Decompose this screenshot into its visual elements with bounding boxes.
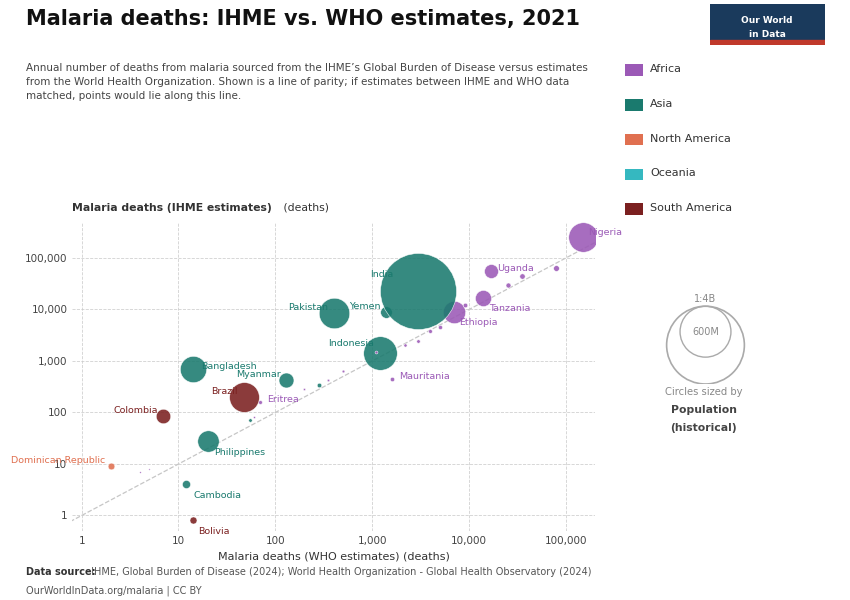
Point	[370, 347, 383, 357]
Point	[243, 416, 257, 425]
Text: IHME, Global Burden of Disease (2024); World Health Organization - Global Health: IHME, Global Burden of Disease (2024); W…	[88, 567, 591, 577]
Point	[280, 376, 293, 385]
Text: Dominican Republic: Dominican Republic	[11, 456, 105, 465]
Text: Mauritania: Mauritania	[399, 371, 450, 380]
Point	[104, 461, 117, 471]
Point	[476, 293, 490, 302]
Text: (historical): (historical)	[671, 423, 737, 433]
Point	[179, 479, 193, 489]
Point	[156, 412, 170, 421]
Point	[501, 280, 514, 290]
Point	[576, 232, 590, 241]
Text: North America: North America	[650, 134, 731, 143]
Text: Indonesia: Indonesia	[328, 339, 374, 348]
Text: Nigeria: Nigeria	[588, 228, 622, 237]
Text: Population: Population	[671, 405, 737, 415]
Point	[337, 366, 350, 376]
Text: Oceania: Oceania	[650, 169, 696, 178]
Text: Brazil: Brazil	[212, 387, 238, 396]
Text: Bolivia: Bolivia	[198, 527, 230, 536]
Text: Pakistan: Pakistan	[288, 303, 328, 312]
Point	[458, 301, 472, 310]
Point	[247, 413, 261, 422]
Text: 1:4B: 1:4B	[694, 293, 717, 304]
Point	[298, 385, 311, 394]
Text: Philippines: Philippines	[214, 448, 266, 457]
Point	[201, 436, 214, 446]
Point	[484, 266, 498, 276]
X-axis label: Malaria deaths (WHO estimates) (deaths): Malaria deaths (WHO estimates) (deaths)	[218, 551, 450, 562]
Point	[423, 326, 437, 336]
Text: India: India	[370, 270, 393, 279]
Point	[321, 376, 335, 385]
Text: Asia: Asia	[650, 99, 673, 109]
Point	[411, 286, 425, 296]
Text: Bangladesh: Bangladesh	[201, 362, 257, 371]
Text: Data source:: Data source:	[26, 567, 95, 577]
Text: Colombia: Colombia	[113, 406, 158, 415]
Point	[133, 467, 147, 477]
Text: Eritrea: Eritrea	[267, 395, 299, 404]
Point	[237, 392, 251, 402]
Text: OurWorldInData.org/malaria | CC BY: OurWorldInData.org/malaria | CC BY	[26, 585, 201, 595]
Point	[143, 464, 156, 474]
Bar	[710, 40, 824, 45]
Text: Circles sized by: Circles sized by	[665, 387, 743, 397]
Point	[411, 336, 425, 346]
Text: Honduras: Honduras	[0, 599, 1, 600]
Text: Uganda: Uganda	[497, 264, 534, 273]
Text: Malaria deaths: IHME vs. WHO estimates, 2021: Malaria deaths: IHME vs. WHO estimates, …	[26, 9, 580, 29]
Text: Yemen: Yemen	[349, 302, 381, 311]
Point	[373, 349, 387, 358]
Text: 600M: 600M	[692, 326, 719, 337]
Text: in Data: in Data	[749, 30, 785, 39]
Point	[433, 323, 446, 332]
Point	[385, 374, 399, 383]
Text: Tanzania: Tanzania	[489, 304, 530, 313]
Text: South America: South America	[650, 203, 733, 213]
Text: Malaria deaths (IHME estimates): Malaria deaths (IHME estimates)	[72, 203, 272, 213]
Text: Annual number of deaths from malaria sourced from the IHME’s Global Burden of Di: Annual number of deaths from malaria sou…	[26, 63, 587, 101]
Text: Our World: Our World	[741, 16, 793, 25]
Point	[186, 364, 200, 374]
Text: (deaths): (deaths)	[280, 203, 330, 213]
Text: Myanmar: Myanmar	[236, 370, 280, 379]
Point	[186, 515, 200, 525]
Text: Ethiopia: Ethiopia	[460, 319, 498, 328]
Point	[550, 263, 564, 272]
Text: Africa: Africa	[650, 64, 683, 74]
Point	[113, 538, 127, 547]
Point	[253, 397, 267, 407]
Point	[326, 308, 340, 318]
Point	[379, 307, 393, 317]
Text: Cambodia: Cambodia	[193, 491, 241, 500]
Point	[312, 380, 326, 390]
Point	[447, 307, 461, 317]
Point	[399, 341, 412, 350]
Point	[515, 271, 529, 281]
